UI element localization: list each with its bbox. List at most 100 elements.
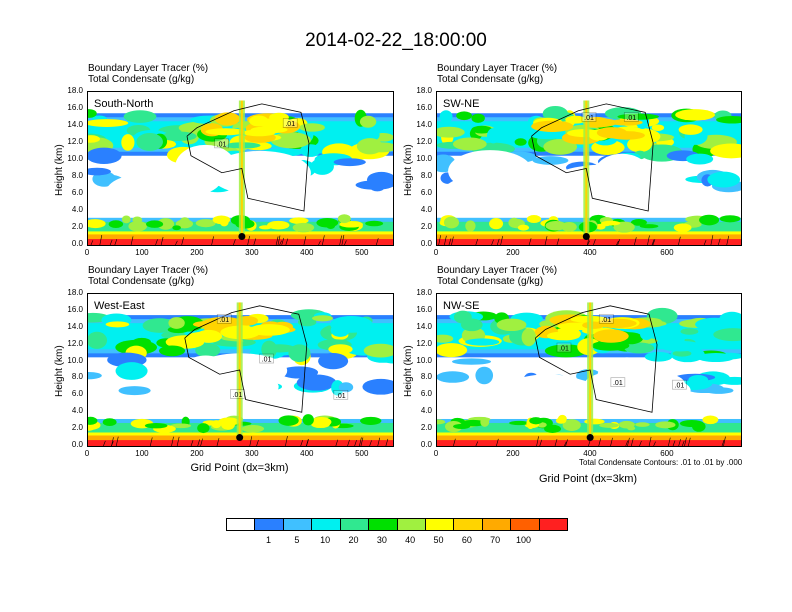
surface-contour xyxy=(678,438,681,446)
boundary-blob xyxy=(599,422,619,428)
y-tick-label: 16.0 xyxy=(67,304,83,314)
cloud-blob xyxy=(263,344,296,353)
cloud-blob xyxy=(453,310,472,324)
cloud-blob xyxy=(363,343,393,358)
condensate-contour xyxy=(531,103,654,212)
x-tick-label: 600 xyxy=(660,449,674,458)
contour-label-box xyxy=(214,138,229,149)
cloud-blob xyxy=(123,110,157,123)
x-tick-label: 200 xyxy=(190,248,204,257)
cloud-blob xyxy=(338,382,354,393)
boundary-blob xyxy=(211,420,222,429)
surface-contour xyxy=(285,238,289,245)
surface-contour xyxy=(281,237,285,245)
cloud-blob xyxy=(688,375,709,386)
cloud-blob xyxy=(195,343,221,358)
boundary-layer xyxy=(88,440,393,446)
surface-contour xyxy=(528,238,532,245)
surface-contour xyxy=(491,239,494,245)
surface-contour xyxy=(672,440,676,446)
surface-contour xyxy=(475,441,479,446)
y-tick-label: 2.0 xyxy=(71,222,83,231)
cloud-blob xyxy=(136,132,163,151)
x-tick-label: 100 xyxy=(135,248,149,257)
surface-contour xyxy=(721,440,725,446)
x-tick-label: 400 xyxy=(300,449,314,458)
y-tick-label: 14.0 xyxy=(67,120,83,129)
y-tick-label: 16.0 xyxy=(416,103,432,112)
y-tick-label: 16.0 xyxy=(416,304,432,314)
cloud-core xyxy=(593,329,629,343)
surface-contour xyxy=(339,235,342,245)
contour-label-box xyxy=(216,313,232,324)
surface-contour xyxy=(306,439,309,446)
heatmap-svg: .01 .01 .01 .01 xyxy=(88,302,393,446)
cloud-blob xyxy=(521,328,537,347)
panel-title: Boundary Layer Tracer (%) Total Condensat… xyxy=(88,63,208,85)
panel-title: Boundary Layer Tracer (%) Total Condensat… xyxy=(88,265,208,287)
cloud-blob xyxy=(312,315,334,322)
surface-contour xyxy=(249,436,253,446)
colorbar-label: 10 xyxy=(320,535,331,545)
cloud-blob xyxy=(299,123,325,132)
surface-contour xyxy=(347,439,350,446)
surface-contour xyxy=(114,239,118,245)
cloud-core xyxy=(596,318,637,329)
cloud-blob xyxy=(366,142,393,153)
surface-contour xyxy=(703,240,707,245)
plot-area: .01 .01 .01 .01 NW-SE xyxy=(436,293,742,447)
panel-title-line2: Total Condensate (g/kg) xyxy=(437,74,544,85)
boundary-blob xyxy=(679,420,704,428)
condensate-contour xyxy=(186,103,310,212)
panel-title-line2: Total Condensate (g/kg) xyxy=(88,74,195,85)
contour-label-text: .01 xyxy=(584,115,594,122)
surface-contour xyxy=(565,439,568,446)
panel-title: Boundary Layer Tracer (%) Total Condensat… xyxy=(437,63,557,85)
contour-label-text: .01 xyxy=(601,317,611,324)
cloud-blob xyxy=(542,105,569,122)
cloud-blob xyxy=(496,318,527,332)
cloud-blob xyxy=(695,317,735,331)
colorbar xyxy=(226,518,568,531)
cloud-blob xyxy=(105,321,130,328)
surface-contour xyxy=(344,240,347,245)
boundary-blob xyxy=(443,216,460,229)
contour-label: .01 xyxy=(230,389,245,399)
surface-contour xyxy=(544,236,548,245)
y-tick-label: 4.0 xyxy=(71,406,83,416)
boundary-blob xyxy=(544,424,562,434)
colorbar-labels: 1 5 10 20 30 40 50 60 70 100 xyxy=(226,535,568,547)
boundary-blob xyxy=(316,217,339,228)
cloud-core xyxy=(269,112,289,122)
boundary-blob xyxy=(88,416,98,425)
cloud-blob xyxy=(439,110,453,124)
surface-contour xyxy=(233,239,236,245)
cloud-blob xyxy=(88,119,129,127)
cloud-blob xyxy=(713,328,741,342)
y-tick-label: 12.0 xyxy=(67,338,83,348)
surface-contour xyxy=(631,438,634,446)
surface-contour xyxy=(300,440,303,446)
y-tick-label: 0.0 xyxy=(420,440,432,449)
boundary-blob xyxy=(673,223,692,233)
clear-air xyxy=(442,173,543,213)
region-label: West-East xyxy=(94,300,145,312)
cloud-blob xyxy=(360,128,380,142)
surface-contour xyxy=(634,237,637,245)
surface-contour xyxy=(475,238,479,245)
cloud-blob xyxy=(168,317,185,329)
x-tick-label: 500 xyxy=(355,248,369,257)
cloud-blob xyxy=(310,158,334,175)
y-axis-title: Height (km) xyxy=(54,143,65,196)
y-tick-label: 14.0 xyxy=(416,321,432,331)
panel-title-line1: Boundary Layer Tracer (%) xyxy=(437,63,558,74)
boundary-layer xyxy=(88,239,393,245)
cloud-blob xyxy=(658,325,675,332)
cloud-blob xyxy=(531,133,562,140)
y-tick-label: 4.0 xyxy=(420,205,432,214)
cloud-blob xyxy=(159,345,186,357)
surface-contour xyxy=(648,436,652,446)
y-tick-labels: 0.0 2.0 4.0 6.0 8.0 10.0 12.0 14.0 16.0 18.0 xyxy=(396,86,432,248)
boundary-blob xyxy=(555,417,567,424)
colorbar-swatch xyxy=(227,519,256,530)
